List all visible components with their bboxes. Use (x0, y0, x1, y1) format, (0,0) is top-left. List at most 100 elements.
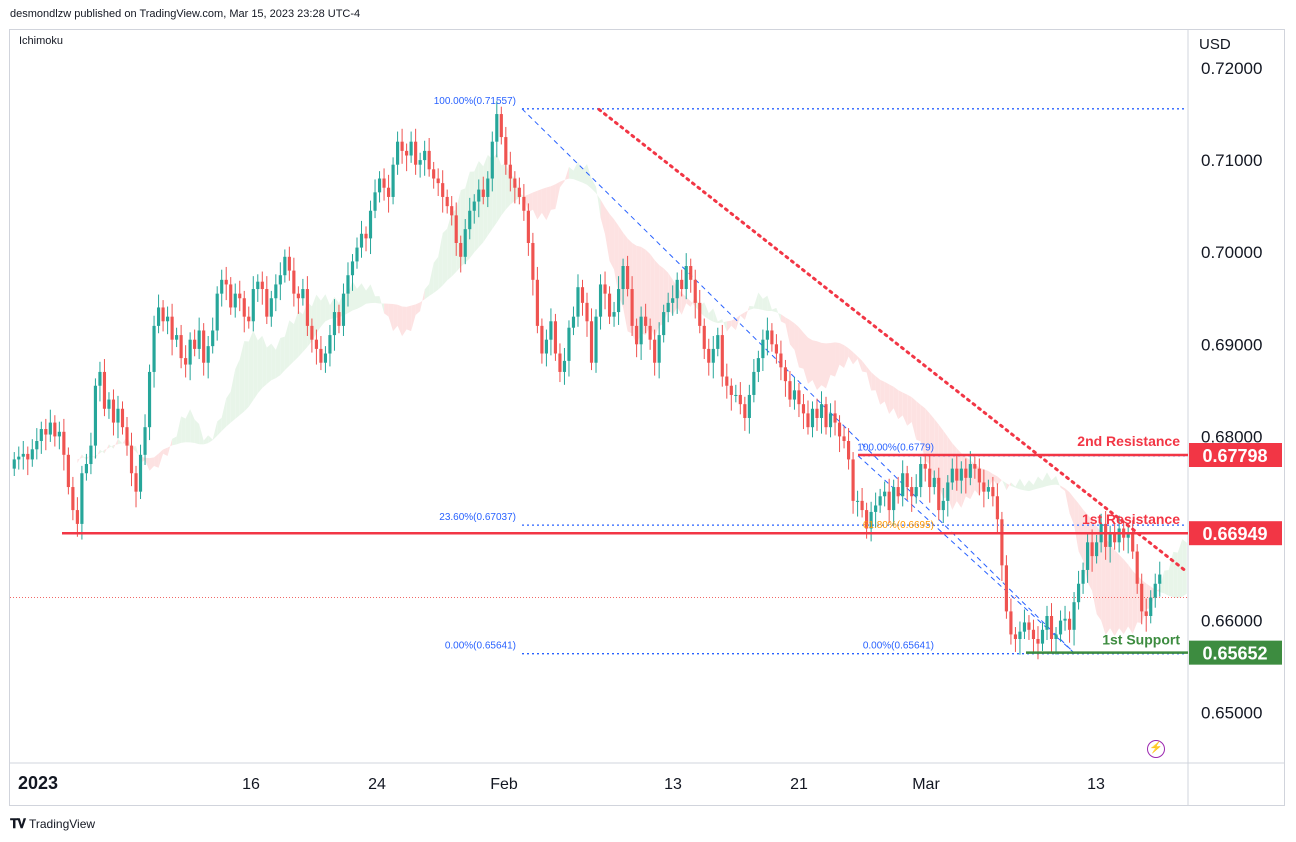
candle-body (666, 302, 670, 313)
ichimoku-cloud-segment (438, 233, 443, 290)
candle-body (319, 348, 323, 363)
candle-body (355, 247, 359, 262)
ichimoku-cloud-segment (857, 356, 863, 372)
candle-body (1058, 620, 1063, 635)
candle-body (860, 500, 864, 511)
ichimoku-cloud-segment (717, 319, 723, 324)
candle-body (477, 189, 481, 202)
level-price-box (1189, 521, 1282, 546)
candle-body (865, 510, 869, 529)
ichimoku-cloud-segment (884, 381, 890, 414)
ichimoku-cloud-segment (911, 397, 917, 440)
candle-body (1067, 618, 1072, 630)
candle-body (644, 316, 648, 326)
candle-body (806, 413, 810, 428)
candle-body (747, 394, 751, 418)
candle-body (914, 487, 918, 497)
ichimoku-cloud-segment (794, 323, 799, 368)
ichimoku-cloud-segment (99, 449, 105, 454)
candle-body (274, 284, 278, 299)
ichimoku-cloud-segment (199, 424, 204, 445)
candle-body (242, 298, 246, 317)
ichimoku-cloud-segment (916, 401, 921, 442)
ichimoku-cloud-segment (433, 256, 439, 294)
y-tick-label: 0.72000 (1201, 59, 1262, 78)
ichimoku-cloud-segment (1074, 497, 1079, 552)
ichimoku-cloud-segment (375, 296, 380, 304)
candle-body (671, 298, 675, 303)
ichimoku-cloud-segment (1168, 551, 1174, 598)
ichimoku-cloud-segment (722, 319, 727, 332)
ichimoku-cloud-segment (429, 262, 434, 297)
candle-body (621, 266, 625, 290)
candle-body (391, 164, 395, 197)
candle-body (89, 445, 93, 465)
ichimoku-cloud-segment (641, 246, 646, 335)
ichimoku-cloud-segment (965, 456, 971, 500)
x-tick-label: 21 (790, 776, 808, 793)
candle-body (323, 353, 328, 363)
currency-label: USD (1199, 36, 1231, 53)
candle-body (301, 289, 305, 299)
candle-body (901, 473, 905, 497)
ichimoku-cloud-segment (208, 435, 213, 444)
ichimoku-cloud-segment (483, 154, 488, 243)
candle-body (332, 312, 337, 336)
candle-body (923, 464, 927, 469)
candle-body (175, 335, 179, 340)
candle-body (693, 279, 697, 303)
indicator-label[interactable]: Ichimoku (19, 35, 64, 47)
candle-body (170, 316, 174, 340)
ichimoku-cloud-segment (925, 408, 930, 465)
candle-body (287, 256, 291, 271)
candle-body (35, 441, 39, 450)
ichimoku-cloud-segment (713, 308, 718, 324)
candle-body (580, 287, 585, 303)
candle-body (296, 293, 300, 299)
fib-label: 0.00%(0.65641) (863, 641, 934, 652)
candle-body (386, 187, 391, 197)
candle-body (346, 275, 350, 294)
candle-body (450, 206, 454, 216)
ichimoku-cloud-segment (844, 345, 849, 368)
x-tick-label: 13 (664, 776, 682, 793)
candle-body (1031, 629, 1036, 640)
lightning-icon[interactable]: ⚡ (1147, 740, 1165, 758)
ichimoku-cloud-segment (758, 292, 763, 310)
ichimoku-cloud-segment (266, 343, 272, 385)
ichimoku-cloud-segment (835, 342, 840, 377)
ichimoku-cloud-segment (366, 284, 371, 304)
candle-body (932, 477, 936, 488)
candle-body (711, 348, 715, 363)
candle-body (905, 473, 909, 488)
candle-body (305, 289, 309, 326)
ichimoku-cloud-segment (708, 308, 714, 322)
candle-body (788, 381, 792, 400)
ichimoku-cloud-segment (735, 315, 741, 331)
candle-body (75, 510, 79, 524)
fib-label: 61.80%(0.6695) (863, 520, 934, 531)
ichimoku-cloud-segment (839, 343, 845, 368)
ichimoku-cloud-segment (893, 386, 899, 420)
ichimoku-cloud-segment (1159, 570, 1165, 594)
ichimoku-cloud-segment (478, 161, 484, 248)
candle-body (1045, 615, 1049, 630)
candle-body (707, 348, 711, 363)
x-tick-label: 2023 (18, 773, 58, 793)
candle-body (819, 404, 824, 418)
ichimoku-cloud-segment (113, 438, 118, 449)
ichimoku-cloud-segment (681, 293, 687, 315)
candle-body (134, 473, 138, 492)
candle-body (576, 287, 580, 317)
candle-body (1009, 611, 1013, 635)
ichimoku-cloud-segment (952, 443, 957, 510)
candle-body (1117, 528, 1121, 543)
ichimoku-cloud-segment (1010, 482, 1016, 488)
ichimoku-cloud-segment (379, 296, 385, 314)
candle-body (815, 408, 819, 418)
ichimoku-cloud-segment (650, 253, 655, 338)
candle-body (937, 477, 941, 511)
candle-body (418, 160, 422, 165)
candle-body (102, 371, 107, 409)
